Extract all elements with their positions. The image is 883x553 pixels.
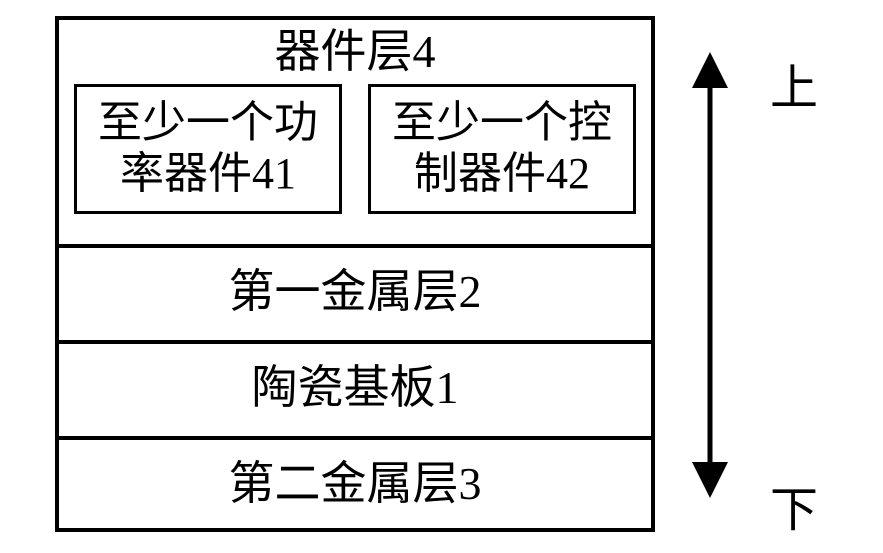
up-label-text: 上 xyxy=(770,62,818,115)
down-label: 下 xyxy=(770,470,818,540)
diagram-root: 器件层4 至少一个功率器件41 至少一个控制器件42 第一金属层2 陶瓷基板1 … xyxy=(0,0,883,553)
up-label: 上 xyxy=(770,48,818,118)
control-device-text: 至少一个控制器件42 xyxy=(371,98,633,199)
first-metal-layer-text: 第一金属层2 xyxy=(229,266,482,319)
second-metal-layer: 第二金属层3 xyxy=(59,440,651,528)
power-device-box: 至少一个功率器件41 xyxy=(74,84,342,214)
power-device-text: 至少一个功率器件41 xyxy=(77,98,339,199)
device-layer-title-text: 器件层4 xyxy=(275,26,436,79)
orientation-arrow-icon xyxy=(692,52,728,498)
down-label-text: 下 xyxy=(770,484,818,537)
second-metal-layer-text: 第二金属层3 xyxy=(229,458,482,511)
control-device-box: 至少一个控制器件42 xyxy=(368,84,636,214)
device-layer-title: 器件层4 xyxy=(59,20,651,84)
first-metal-layer: 第一金属层2 xyxy=(59,248,651,336)
ceramic-substrate-text: 陶瓷基板1 xyxy=(252,362,459,415)
ceramic-substrate: 陶瓷基板1 xyxy=(59,344,651,432)
